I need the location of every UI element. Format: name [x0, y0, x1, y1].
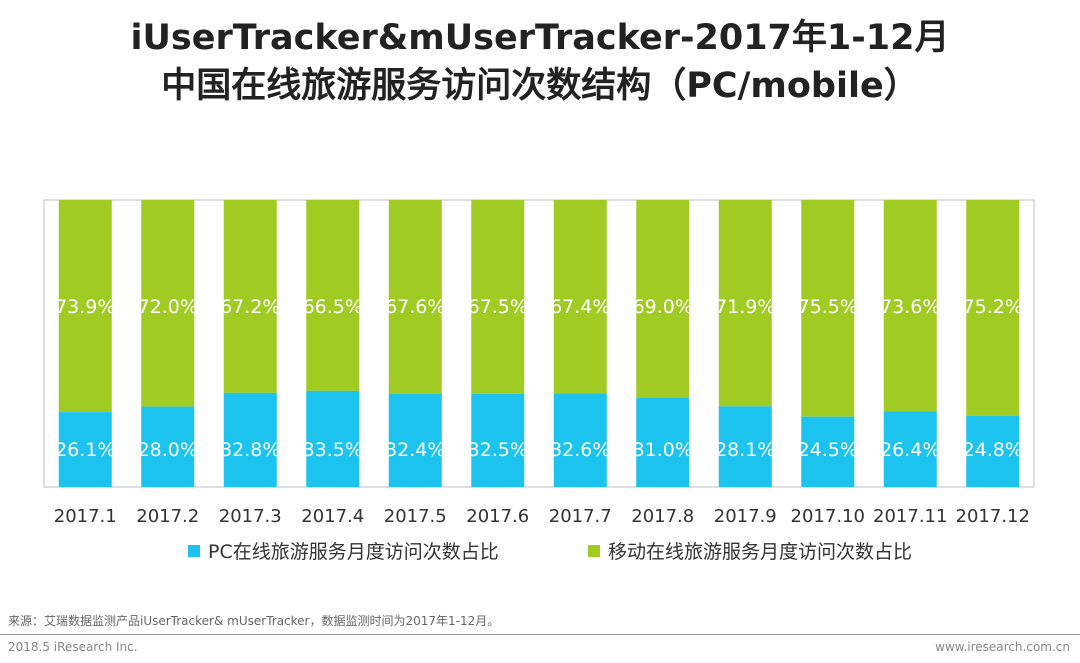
label-mobile-2017.3: 67.2%	[220, 296, 280, 318]
bar-pc-2017.6	[471, 393, 525, 487]
label-pc-2017.6: 32.5%	[468, 439, 528, 461]
label-mobile-2017.12: 75.2%	[963, 296, 1023, 318]
label-mobile-2017.11: 73.6%	[880, 296, 940, 318]
legend-label-pc: PC在线旅游服务月度访问次数占比	[208, 541, 499, 563]
bar-mobile-2017.2	[141, 200, 195, 407]
label-mobile-2017.10: 75.5%	[798, 296, 858, 318]
footer-website: www.iresearch.com.cn	[935, 640, 1070, 654]
x-tick-2017.10: 2017.10	[791, 506, 865, 527]
bar-pc-2017.4	[306, 390, 360, 487]
label-mobile-2017.2: 72.0%	[138, 296, 198, 318]
label-mobile-2017.5: 67.6%	[385, 296, 445, 318]
label-pc-2017.12: 24.8%	[963, 439, 1023, 461]
x-tick-2017.5: 2017.5	[384, 506, 447, 527]
bar-pc-2017.11	[883, 411, 937, 487]
label-mobile-2017.7: 67.4%	[550, 296, 610, 318]
label-mobile-2017.8: 69.0%	[633, 296, 693, 318]
bar-mobile-2017.12	[966, 200, 1020, 416]
x-tick-2017.11: 2017.11	[873, 506, 947, 527]
plot-area-frame	[43, 199, 1035, 488]
x-tick-2017.2: 2017.2	[136, 506, 199, 527]
bar-mobile-2017.9	[718, 200, 772, 407]
label-mobile-2017.9: 71.9%	[715, 296, 775, 318]
footer-copyright: 2018.5 iResearch Inc.	[8, 640, 138, 654]
x-tick-2017.3: 2017.3	[219, 506, 282, 527]
label-pc-2017.2: 28.0%	[138, 439, 198, 461]
bar-mobile-2017.8	[636, 200, 690, 399]
label-pc-2017.4: 33.5%	[303, 439, 363, 461]
x-tick-2017.12: 2017.12	[956, 506, 1030, 527]
bar-pc-2017.3	[223, 392, 277, 487]
label-pc-2017.11: 26.4%	[880, 439, 940, 461]
bar-mobile-2017.5	[388, 200, 442, 395]
label-pc-2017.9: 28.1%	[715, 439, 775, 461]
label-pc-2017.5: 32.4%	[385, 439, 445, 461]
bar-mobile-2017.7	[553, 200, 607, 394]
bar-mobile-2017.10	[801, 200, 855, 417]
bar-mobile-2017.11	[883, 200, 937, 412]
bar-pc-2017.9	[718, 406, 772, 487]
x-tick-2017.9: 2017.9	[714, 506, 777, 527]
label-pc-2017.1: 26.1%	[55, 439, 115, 461]
x-tick-2017.4: 2017.4	[301, 506, 364, 527]
bar-pc-2017.8	[636, 398, 690, 487]
label-pc-2017.3: 32.8%	[220, 439, 280, 461]
label-pc-2017.10: 24.5%	[798, 439, 858, 461]
legend-swatch-mobile	[588, 545, 600, 557]
label-pc-2017.8: 31.0%	[633, 439, 693, 461]
bar-mobile-2017.4	[306, 200, 360, 391]
bar-mobile-2017.6	[471, 200, 525, 394]
stacked-bar-chart: 73.9% 26.1% 72.0% 28.0% 67.2% 32.8% 66.5% 33.5%…	[43, 199, 1035, 563]
label-mobile-2017.6: 67.5%	[468, 296, 528, 318]
x-tick-2017.1: 2017.1	[54, 506, 117, 527]
legend-label-mobile: 移动在线旅游服务月度访问次数占比	[608, 541, 912, 563]
bar-pc-2017.1	[58, 412, 112, 487]
x-tick-2017.6: 2017.6	[466, 506, 529, 527]
page-title: iUserTracker&mUserTracker-2017年1-12月 中国在…	[0, 14, 1080, 110]
label-mobile-2017.4: 66.5%	[303, 296, 363, 318]
bar-pc-2017.2	[141, 406, 195, 487]
bar-pc-2017.10	[801, 416, 855, 487]
label-pc-2017.7: 32.6%	[550, 439, 610, 461]
x-tick-2017.8: 2017.8	[631, 506, 694, 527]
bar-pc-2017.7	[553, 393, 607, 487]
footer-divider	[0, 634, 1080, 635]
source-note: 来源：艾瑞数据监测产品iUserTracker& mUserTracker，数据…	[8, 614, 500, 628]
bar-mobile-2017.1	[58, 200, 112, 413]
bar-pc-2017.12	[966, 415, 1020, 487]
label-mobile-2017.1: 73.9%	[55, 296, 115, 318]
title-line-1: iUserTracker&mUserTracker-2017年1-12月	[130, 18, 950, 58]
bar-pc-2017.5	[388, 394, 442, 487]
legend-swatch-pc	[188, 545, 200, 557]
title-line-2: 中国在线旅游服务访问次数结构（PC/mobile）	[161, 66, 919, 106]
bar-mobile-2017.3	[223, 200, 277, 393]
x-tick-2017.7: 2017.7	[549, 506, 612, 527]
